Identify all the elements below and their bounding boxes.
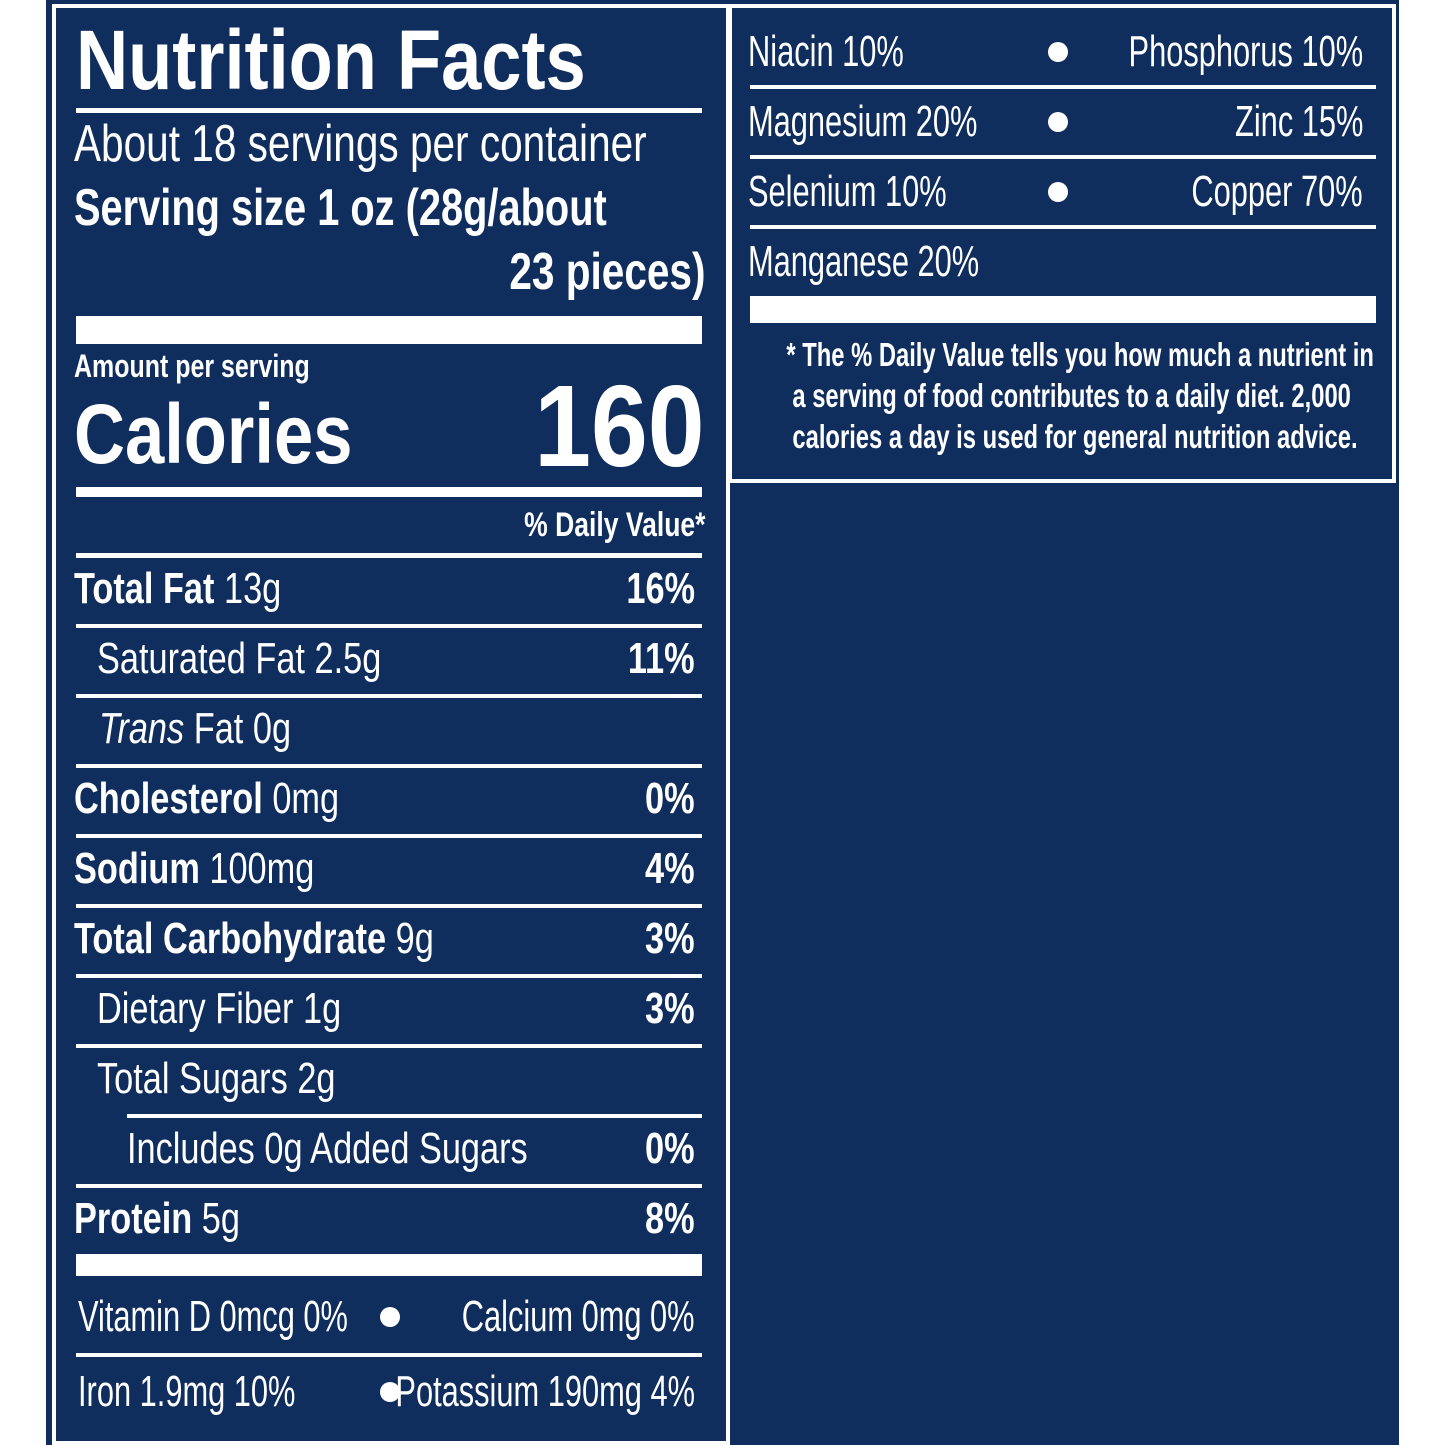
serving-size-value: 1 oz (28g/about [317,179,607,237]
divider [76,1044,702,1048]
calcium: Calcium 0mg 0% [462,1292,695,1341]
serving-size: Serving size 1 oz (28g/about [74,182,607,234]
title: Nutrition Facts [76,13,586,107]
dv-protein: 8% [645,1194,695,1243]
selenium: Selenium 10% [748,167,947,216]
nutrient-dietary-fiber: Dietary Fiber 1g [97,984,342,1033]
thick-bar [76,316,702,344]
divider [76,764,702,768]
medium-bar [76,487,702,497]
dv-dietary-fiber: 3% [645,984,695,1033]
bullet-icon [1048,42,1068,62]
footnote-line-2: a serving of food contributes to a daily… [792,377,1351,414]
copper: Copper 70% [1191,167,1363,216]
divider [76,1184,702,1188]
footnote-line-1: * The % Daily Value tells you how much a… [786,336,1374,373]
nutrient-added-sugars: Includes 0g Added Sugars [127,1124,528,1173]
divider [76,694,702,698]
dv-total-fat: 16% [626,564,695,613]
bullet-icon [1048,112,1068,132]
bullet-icon [380,1382,400,1402]
divider [76,834,702,838]
nutrient-saturated-fat: Saturated Fat 2.5g [97,634,382,683]
dv-cholesterol: 0% [645,774,695,823]
nutrient-total-carbohydrate: Total Carbohydrate 9g [74,914,434,963]
nutrition-label [46,0,1399,1445]
potassium: Potassium 190mg 4% [395,1367,695,1416]
serving-size-cont: 23 pieces) [508,243,705,301]
left-panel-frame [52,4,730,1445]
divider [76,904,702,908]
right-panel-frame [728,4,1396,483]
nutrient-cholesterol: Cholesterol 0mg [74,774,340,823]
divider [76,624,702,628]
niacin: Niacin 10% [748,27,904,76]
footnote-line-3: calories a day is used for general nutri… [792,418,1358,455]
divider [750,155,1376,159]
nutrient-total-sugars: Total Sugars 2g [97,1054,336,1103]
calories-label: Calories [74,387,353,481]
dv-sodium: 4% [645,844,695,893]
divider [76,108,702,113]
daily-value-header: % Daily Value* [523,506,705,544]
magnesium: Magnesium 20% [748,97,978,146]
nutrient-sodium: Sodium 100mg [74,844,315,893]
nutrient-total-fat: Total Fat 13g [74,564,282,613]
divider [76,974,702,978]
manganese: Manganese 20% [748,237,980,286]
divider [127,1114,702,1118]
divider [750,85,1376,89]
zinc: Zinc 15% [1234,97,1363,146]
dv-added-sugars: 0% [645,1124,695,1173]
serving-size-label: Serving size [74,179,307,237]
thick-bar [76,1254,702,1276]
vitamin-d: Vitamin D 0mcg 0% [78,1292,348,1341]
divider [76,553,702,558]
nutrient-trans-fat: Trans Fat 0g [99,704,292,753]
iron: Iron 1.9mg 10% [78,1367,296,1416]
amount-per-serving: Amount per serving [74,348,310,384]
calories-value: 160 [534,361,705,491]
bullet-icon [380,1307,400,1327]
divider [750,225,1376,229]
bullet-icon [1048,182,1068,202]
dv-total-carbohydrate: 3% [645,914,695,963]
servings-per-container: About 18 servings per container [74,115,647,173]
dv-saturated-fat: 11% [628,634,695,683]
nutrient-protein: Protein 5g [74,1194,240,1243]
thick-bar [750,296,1376,323]
divider [76,1353,702,1357]
phosphorus: Phosphorus 10% [1128,27,1363,76]
